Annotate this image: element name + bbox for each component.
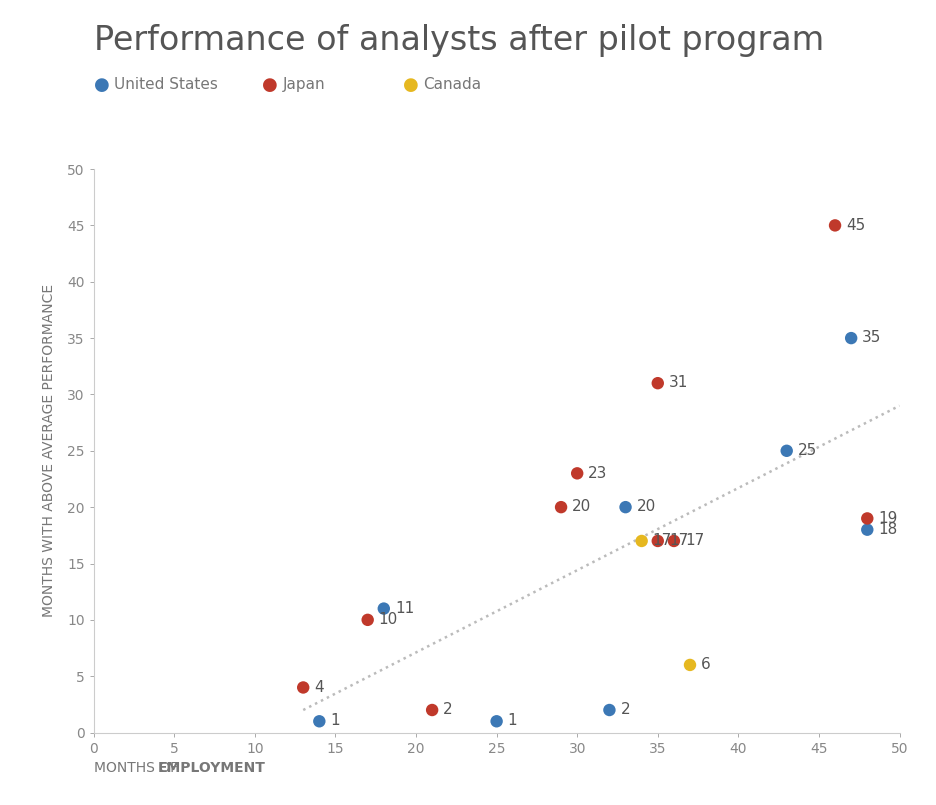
Text: 2: 2 [443,702,452,717]
Point [842,332,857,345]
Point [489,715,504,728]
Point [312,715,327,728]
Text: 17: 17 [652,533,671,548]
Text: EMPLOYMENT: EMPLOYMENT [157,761,265,774]
Point [601,704,616,716]
Point [826,219,841,232]
Point [859,512,874,525]
Text: 20: 20 [636,499,655,514]
Point [618,501,633,514]
Text: 17: 17 [668,533,687,548]
Y-axis label: MONTHS WITH ABOVE AVERAGE PERFORMANCE: MONTHS WITH ABOVE AVERAGE PERFORMANCE [42,284,56,617]
Point [569,467,584,480]
Text: ●: ● [402,76,418,93]
Text: 1: 1 [330,713,340,729]
Point [376,602,391,615]
Text: 17: 17 [684,533,704,548]
Text: 20: 20 [572,499,591,514]
Text: ●: ● [94,76,110,93]
Point [859,523,874,536]
Text: Performance of analysts after pilot program: Performance of analysts after pilot prog… [94,24,823,57]
Text: United States: United States [114,77,218,92]
Text: 45: 45 [845,217,865,233]
Point [681,658,696,671]
Text: 10: 10 [378,612,398,627]
Text: Japan: Japan [283,77,325,92]
Point [296,681,311,694]
Text: 31: 31 [668,375,688,390]
Text: 19: 19 [877,510,897,526]
Text: 23: 23 [588,465,607,481]
Point [779,444,794,457]
Text: MONTHS OF: MONTHS OF [94,761,182,774]
Text: 35: 35 [861,330,881,345]
Point [650,535,665,547]
Point [634,535,649,547]
Point [650,377,665,390]
Point [359,613,374,626]
Text: 6: 6 [700,657,710,672]
Text: ●: ● [262,76,278,93]
Text: 18: 18 [877,522,897,537]
Text: 2: 2 [620,702,630,717]
Point [424,704,439,716]
Text: Canada: Canada [423,77,481,92]
Point [553,501,568,514]
Point [665,535,680,547]
Text: 25: 25 [797,443,816,458]
Text: 1: 1 [507,713,517,729]
Text: 11: 11 [394,601,414,616]
Text: 4: 4 [314,679,324,695]
